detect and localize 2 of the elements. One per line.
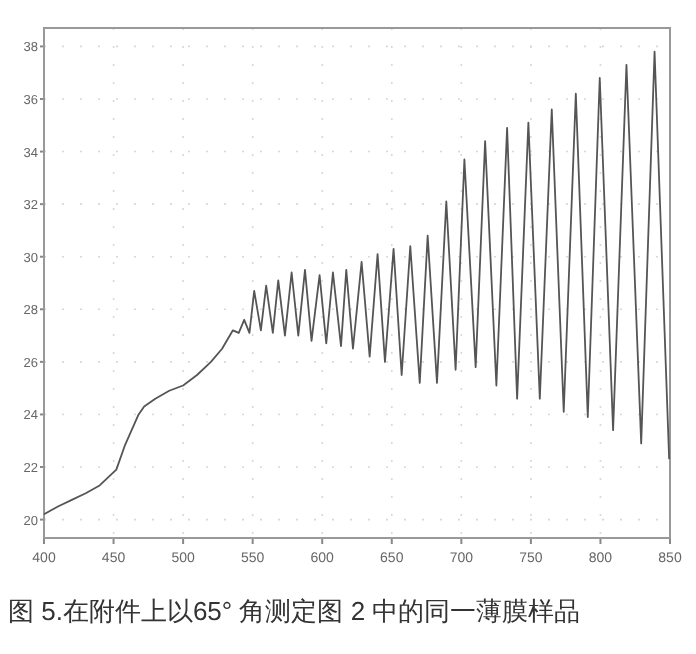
line-series xyxy=(43,50,671,516)
caption: 图 5.在附件上以65° 角测定图 2 中的同一薄膜样品 xyxy=(8,596,581,626)
